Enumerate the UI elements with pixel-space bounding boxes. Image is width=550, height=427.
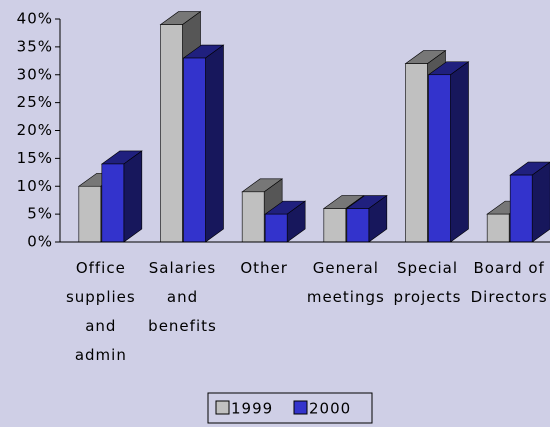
x-tick-line: projects bbox=[394, 288, 462, 306]
y-tick-label: 5% bbox=[27, 205, 53, 223]
bar-front bbox=[78, 185, 102, 243]
x-tick-line: meetings bbox=[307, 288, 385, 306]
x-tick-line: and bbox=[85, 317, 116, 335]
bar-side bbox=[205, 44, 224, 243]
legend-swatch bbox=[293, 400, 308, 415]
x-tick-line: Directors bbox=[471, 288, 548, 306]
x-tick-line: admin bbox=[75, 346, 127, 364]
bar-front bbox=[509, 174, 533, 243]
bar bbox=[264, 200, 307, 243]
x-tick-line: benefits bbox=[148, 317, 217, 335]
x-tick-label: Office supplies and admin bbox=[66, 259, 136, 364]
x-tick-label: Board of Directors bbox=[471, 259, 548, 306]
y-tick-label: 10% bbox=[17, 177, 53, 195]
bar-side bbox=[531, 161, 550, 243]
y-tick-label: 25% bbox=[17, 93, 53, 111]
x-tick-label: Other bbox=[240, 259, 288, 277]
legend-label: 2000 bbox=[309, 400, 351, 418]
bar-front bbox=[101, 163, 125, 243]
x-tick-line: Board of bbox=[474, 259, 545, 277]
bar-front bbox=[428, 74, 451, 243]
bar bbox=[345, 194, 388, 243]
x-tick-line: General bbox=[313, 259, 379, 277]
x-tick-line: Other bbox=[240, 259, 288, 277]
bar bbox=[100, 150, 143, 243]
x-tick-line: Office bbox=[76, 259, 126, 277]
bar-front bbox=[264, 213, 288, 243]
bar-front bbox=[405, 63, 428, 243]
y-tick-label: 20% bbox=[17, 121, 53, 139]
y-tick-label: 35% bbox=[17, 37, 53, 55]
bar-front bbox=[183, 57, 206, 243]
x-tick-line: Salaries bbox=[149, 259, 216, 277]
bar-side bbox=[450, 61, 469, 243]
x-tick-line: supplies bbox=[66, 288, 136, 306]
bar-front bbox=[486, 213, 510, 243]
legend-swatch bbox=[215, 400, 230, 415]
y-tick-label: 30% bbox=[17, 65, 53, 83]
bar bbox=[182, 44, 225, 243]
legend-label: 1999 bbox=[231, 400, 273, 418]
bar-side bbox=[123, 150, 143, 243]
x-tick-label: Special projects bbox=[394, 259, 462, 306]
y-tick-label: 0% bbox=[27, 233, 53, 251]
x-tick-line: Special bbox=[397, 259, 458, 277]
y-tick-label: 40% bbox=[17, 10, 53, 28]
legend-box bbox=[207, 392, 373, 424]
bar-front bbox=[241, 191, 265, 243]
y-tick-label: 15% bbox=[17, 149, 53, 167]
x-tick-label: General meetings bbox=[307, 259, 385, 306]
bar-front bbox=[346, 208, 370, 243]
x-tick-line: and bbox=[167, 288, 198, 306]
x-tick-label: Salaries and benefits bbox=[148, 259, 217, 335]
bar bbox=[509, 161, 550, 243]
bar-front bbox=[160, 24, 183, 243]
bar-front bbox=[323, 208, 347, 243]
bar bbox=[427, 61, 470, 243]
